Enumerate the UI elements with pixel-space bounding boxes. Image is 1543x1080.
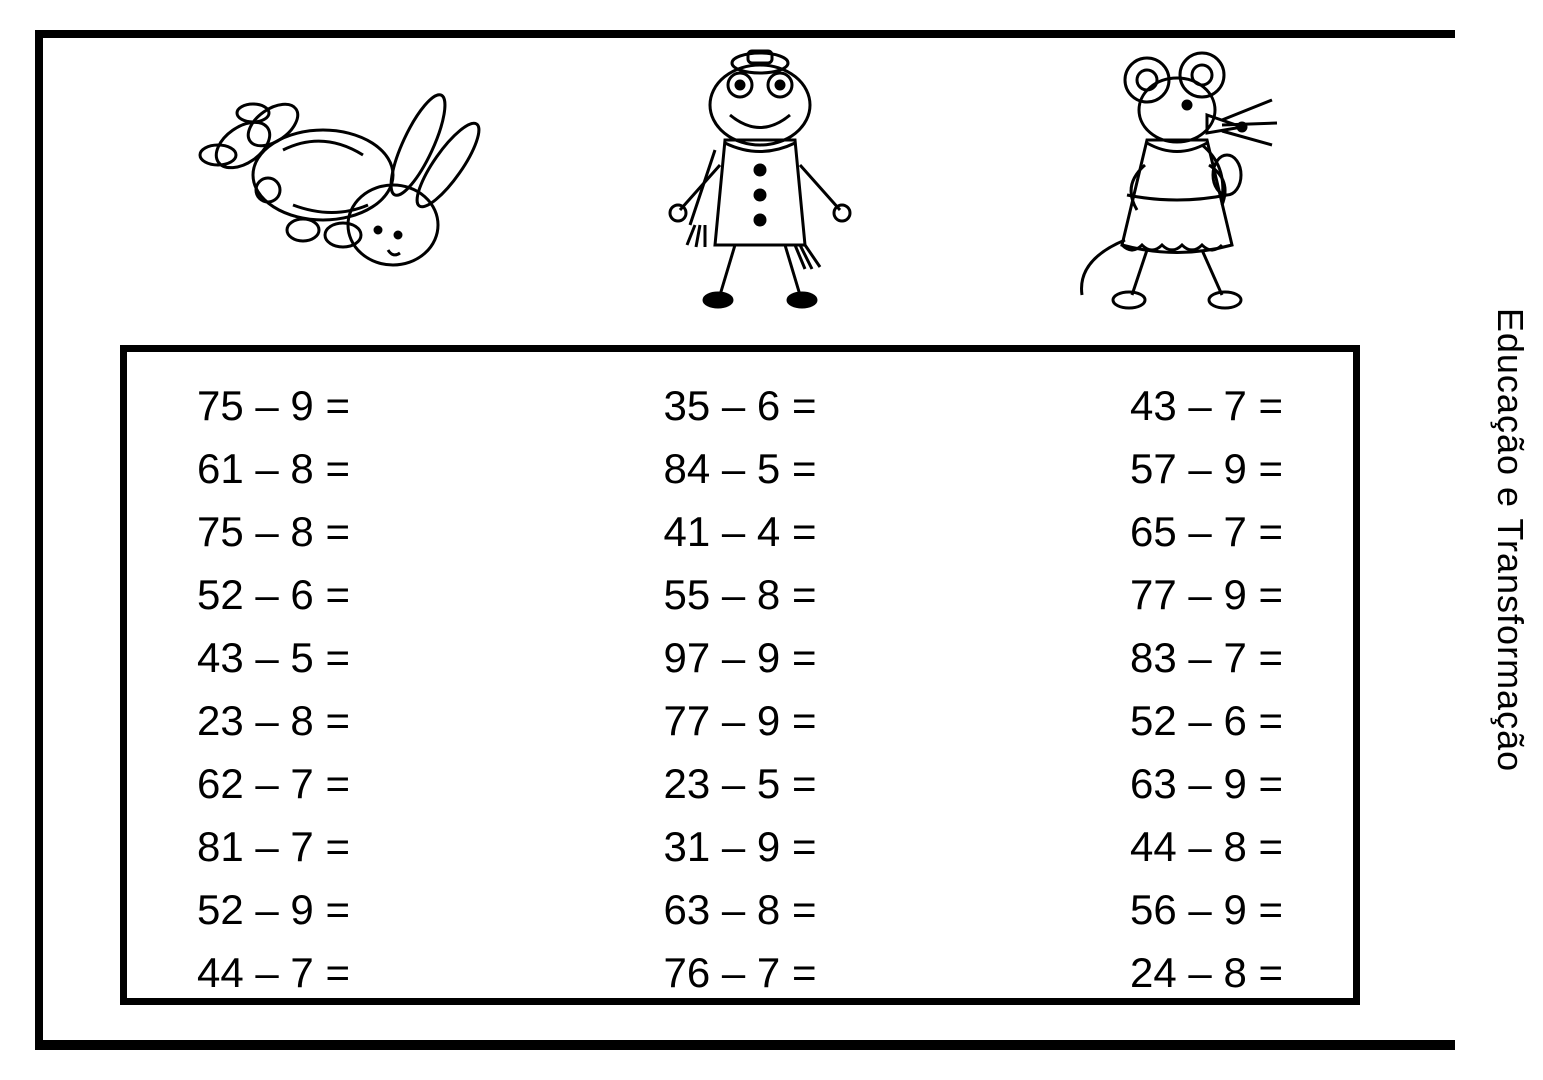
frog-icon: [620, 45, 900, 325]
subtraction-problem: 52 – 6 =: [197, 571, 350, 619]
subtraction-problem: 75 – 8 =: [197, 508, 350, 556]
subtraction-problem: 76 – 7 =: [664, 949, 817, 997]
subtraction-problem: 41 – 4 =: [664, 508, 817, 556]
subtraction-problem: 83 – 7 =: [1130, 634, 1283, 682]
subtraction-problem: 57 – 9 =: [1130, 445, 1283, 493]
subtraction-problem: 35 – 6 =: [664, 382, 817, 430]
problems-box: 75 – 9 = 61 – 8 = 75 – 8 = 52 – 6 = 43 – 5 =…: [120, 345, 1360, 1005]
side-label-wrap: Educação e Transformação: [1489, 308, 1531, 772]
subtraction-problem: 55 – 8 =: [664, 571, 817, 619]
problems-col-3: 43 – 7 = 57 – 9 = 65 – 7 = 77 – 9 = 83 – 7 =…: [1130, 382, 1283, 997]
problems-col-2: 35 – 6 = 84 – 5 = 41 – 4 = 55 – 8 = 97 – 9 =…: [664, 382, 817, 997]
subtraction-problem: 43 – 5 =: [197, 634, 350, 682]
subtraction-problem: 84 – 5 =: [664, 445, 817, 493]
subtraction-problem: 61 – 8 =: [197, 445, 350, 493]
subtraction-problem: 23 – 8 =: [197, 697, 350, 745]
subtraction-problem: 44 – 7 =: [197, 949, 350, 997]
mouse-icon: [1027, 45, 1307, 325]
subtraction-problem: 62 – 7 =: [197, 760, 350, 808]
subtraction-problem: 24 – 8 =: [1130, 949, 1283, 997]
subtraction-problem: 56 – 9 =: [1130, 886, 1283, 934]
rabbit-icon: [173, 55, 493, 315]
subtraction-problem: 81 – 7 =: [197, 823, 350, 871]
subtraction-problem: 77 – 9 =: [664, 697, 817, 745]
problems-col-1: 75 – 9 = 61 – 8 = 75 – 8 = 52 – 6 = 43 – 5 =…: [197, 382, 350, 997]
subtraction-problem: 77 – 9 =: [1130, 571, 1283, 619]
subtraction-problem: 23 – 5 =: [664, 760, 817, 808]
rabbit-character: [173, 55, 493, 315]
subtraction-problem: 44 – 8 =: [1130, 823, 1283, 871]
subtraction-problem: 75 – 9 =: [197, 382, 350, 430]
characters-row: [110, 45, 1370, 325]
subtraction-problem: 97 – 9 =: [664, 634, 817, 682]
mouse-character: [1027, 45, 1307, 325]
subtraction-problem: 52 – 6 =: [1130, 697, 1283, 745]
subtraction-problem: 63 – 9 =: [1130, 760, 1283, 808]
subtraction-problem: 65 – 7 =: [1130, 508, 1283, 556]
subtraction-problem: 43 – 7 =: [1130, 382, 1283, 430]
subtraction-problem: 63 – 8 =: [664, 886, 817, 934]
subtraction-problem: 52 – 9 =: [197, 886, 350, 934]
frog-character: [620, 45, 900, 325]
side-label: Educação e Transformação: [1489, 308, 1531, 772]
subtraction-problem: 31 – 9 =: [664, 823, 817, 871]
